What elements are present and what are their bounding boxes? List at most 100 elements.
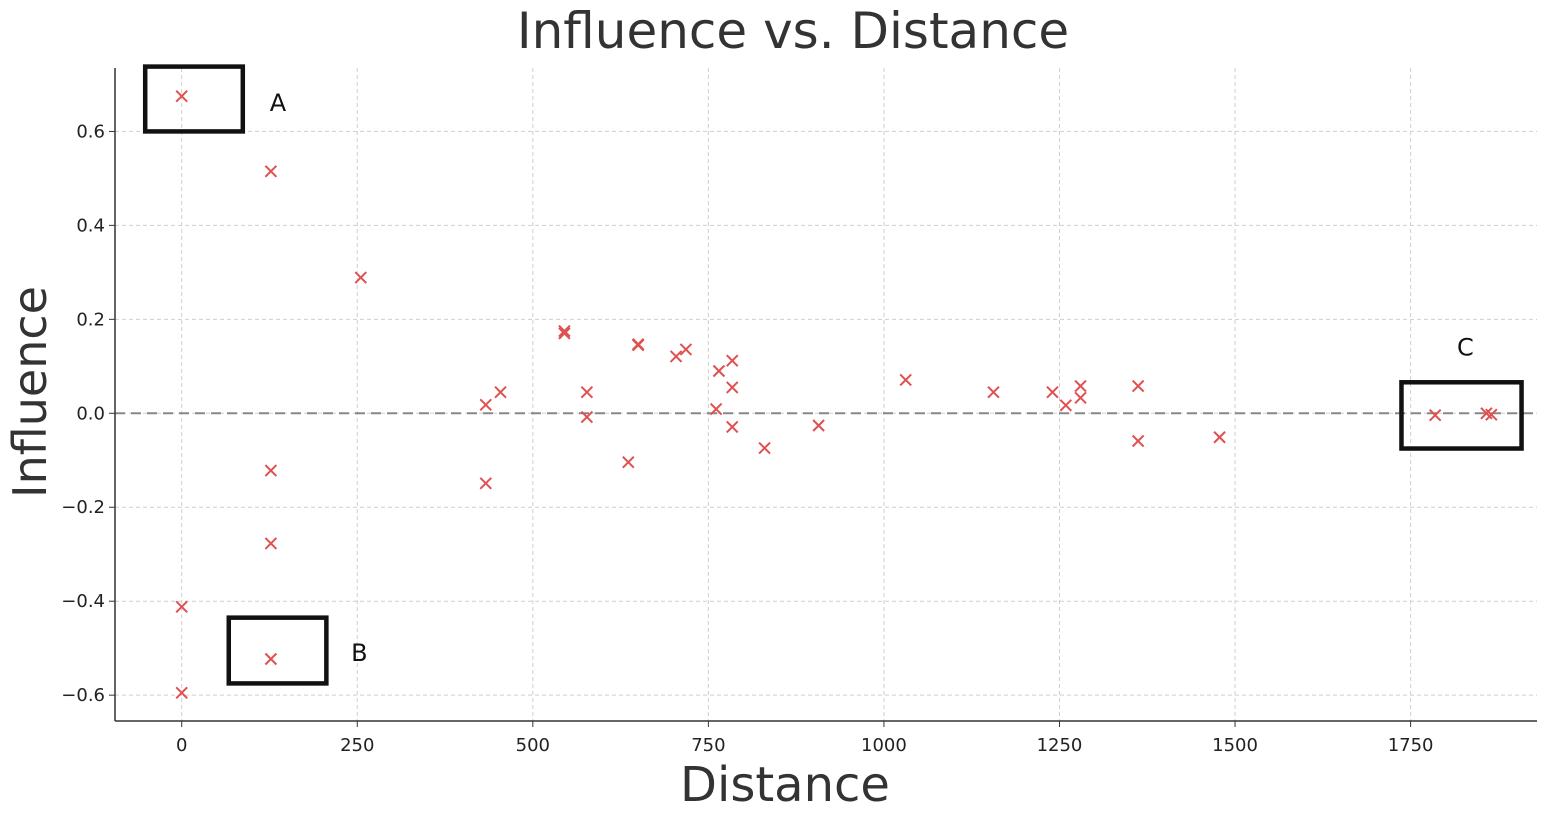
marker-stroke [669, 350, 683, 363]
data-point [1059, 399, 1073, 412]
x-tick-label: 750 [691, 735, 725, 756]
y-tick-label: −0.6 [61, 685, 105, 706]
marker-stroke [264, 165, 278, 178]
marker-stroke [1485, 408, 1498, 421]
marker-stroke [494, 385, 507, 399]
marker-stroke [1074, 391, 1087, 404]
marker-stroke [1428, 408, 1442, 422]
annotation-label-a: A [270, 89, 287, 117]
x-tick-label: 500 [516, 735, 550, 756]
x-tick-label: 1000 [861, 735, 907, 756]
marker-stroke [709, 402, 723, 416]
data-point [1046, 385, 1059, 399]
marker-stroke [1074, 379, 1087, 393]
data-point [494, 385, 507, 399]
marker-stroke [558, 324, 571, 338]
marker-stroke [631, 338, 645, 352]
annotations: A B C [142, 64, 1524, 686]
data-point [1074, 379, 1087, 393]
data-point [264, 165, 278, 178]
x-tick-label: 250 [340, 735, 374, 756]
annotation-box-b [226, 615, 329, 686]
marker-stroke [580, 385, 594, 399]
data-point [354, 271, 367, 284]
data-point [726, 354, 739, 367]
marker-stroke [899, 373, 912, 387]
y-tick-label: 0.0 [76, 403, 105, 424]
x-tick-label: 1750 [1388, 735, 1434, 756]
chart-title: Influence vs. Distance [517, 2, 1069, 60]
x-tick-label: 1250 [1037, 735, 1083, 756]
data-point [264, 537, 278, 550]
marker-stroke [812, 419, 825, 432]
data-point [669, 350, 683, 363]
data-point [709, 402, 723, 416]
data-point [175, 600, 188, 614]
marker-stroke [1046, 385, 1059, 399]
marker-stroke [175, 600, 188, 614]
data-point [1131, 379, 1145, 393]
marker-stroke [1213, 431, 1226, 444]
data-point [558, 327, 571, 340]
marker-stroke [1131, 434, 1145, 448]
marker-stroke [175, 686, 188, 700]
data-point [987, 385, 1000, 399]
data-point [1485, 408, 1498, 421]
x-tick-label: 0 [176, 735, 187, 756]
data-point [479, 477, 492, 490]
data-point [479, 398, 492, 412]
marker-stroke [354, 271, 367, 284]
data-points [175, 89, 1498, 700]
marker-stroke [726, 420, 739, 434]
annotation-box-a [142, 64, 246, 134]
marker-stroke [712, 364, 726, 378]
data-point [580, 410, 594, 424]
x-axis-label: Distance [680, 757, 890, 813]
marker-stroke [726, 381, 739, 394]
data-point [712, 364, 726, 378]
marker-stroke [580, 410, 594, 424]
marker-stroke [1059, 399, 1073, 412]
axes [109, 68, 1537, 727]
data-point [622, 455, 635, 469]
data-point [264, 652, 278, 666]
marker-stroke [758, 441, 771, 455]
data-point [899, 373, 912, 387]
data-point [1074, 391, 1087, 404]
marker-stroke [264, 464, 278, 477]
data-point [175, 686, 188, 700]
y-tick-label: 0.4 [76, 215, 105, 236]
marker-stroke [726, 354, 739, 367]
marker-stroke [264, 537, 278, 550]
x-tick-label: 1500 [1212, 735, 1258, 756]
marker-stroke [479, 398, 492, 412]
marker-stroke [679, 343, 693, 356]
annotation-label-c: C [1457, 334, 1474, 362]
annotation-box-c [1399, 380, 1524, 451]
data-point [1131, 434, 1145, 448]
marker-stroke [622, 455, 635, 469]
annotation-label-b: B [351, 639, 367, 667]
marker-stroke [1131, 379, 1145, 393]
y-tick-label: 0.2 [76, 309, 105, 330]
data-point [758, 441, 771, 455]
marker-stroke [1480, 407, 1493, 420]
marker-stroke [987, 385, 1000, 399]
y-tick-label: −0.4 [61, 591, 105, 612]
y-tick-label: 0.6 [76, 121, 105, 142]
marker-stroke [175, 89, 188, 103]
y-tick-label: −0.2 [61, 497, 105, 518]
marker-stroke [264, 652, 278, 666]
data-point [679, 343, 693, 356]
data-point [631, 338, 645, 352]
data-point [726, 381, 739, 394]
tick-labels: 0 250 500 750 1000 1250 1500 1750 −0.6 −0.4 −0.2 0.… [61, 121, 1433, 756]
data-point [1428, 408, 1442, 422]
data-point [175, 89, 188, 103]
marker-stroke [558, 327, 571, 340]
y-axis-label: Influence [3, 286, 57, 498]
marker-stroke [479, 477, 492, 490]
data-point [264, 464, 278, 477]
data-point [558, 324, 571, 338]
